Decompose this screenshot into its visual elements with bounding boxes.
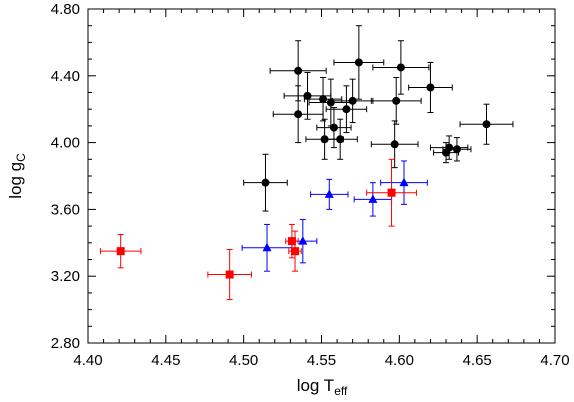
x-tick-label: 4.65 bbox=[463, 352, 492, 369]
x-axis-label-main: log T bbox=[297, 376, 335, 395]
series-square bbox=[99, 158, 417, 301]
x-tick-label: 4.40 bbox=[73, 352, 102, 369]
data-point bbox=[426, 83, 435, 92]
y-tick-label: 4.40 bbox=[51, 68, 80, 85]
data-point bbox=[348, 96, 357, 105]
data-point bbox=[287, 237, 296, 246]
y-tick-label: 2.80 bbox=[51, 335, 80, 352]
data-point bbox=[354, 58, 363, 67]
x-tick-label: 4.50 bbox=[229, 352, 258, 369]
x-axis-label-sub: eff bbox=[334, 384, 348, 398]
data-point bbox=[319, 95, 328, 104]
y-tick-label: 3.60 bbox=[51, 201, 80, 218]
data-point bbox=[452, 145, 461, 154]
data-point bbox=[298, 236, 308, 245]
x-tick-label: 4.55 bbox=[307, 352, 336, 369]
series-circle bbox=[243, 25, 514, 212]
x-tick-labels: 4.40 4.45 4.50 4.55 4.60 4.65 4.70 bbox=[73, 352, 569, 369]
data-point bbox=[116, 247, 125, 256]
series-triangle bbox=[241, 160, 428, 272]
data-point bbox=[225, 270, 234, 279]
data-point bbox=[262, 242, 272, 252]
y-axis-label: log gC bbox=[6, 153, 28, 199]
data-point bbox=[399, 177, 409, 187]
data-point bbox=[392, 96, 401, 105]
x-tick-label: 4.60 bbox=[385, 352, 414, 369]
y-tick-label: 4.00 bbox=[51, 135, 80, 152]
data-point bbox=[390, 140, 399, 149]
data-point bbox=[294, 110, 303, 119]
data-point bbox=[342, 105, 351, 114]
data-point bbox=[261, 178, 270, 187]
data-point bbox=[442, 148, 451, 157]
x-axis-label: log Teff bbox=[297, 376, 348, 398]
data-points bbox=[99, 25, 514, 301]
x-tick-label: 4.45 bbox=[151, 352, 180, 369]
data-point bbox=[368, 194, 378, 203]
data-point bbox=[324, 189, 334, 198]
plot-frame bbox=[87, 8, 556, 344]
data-point bbox=[396, 63, 405, 72]
y-tick-labels: 2.80 3.20 3.60 4.00 4.40 4.80 bbox=[51, 1, 80, 352]
data-point bbox=[294, 66, 303, 75]
data-point bbox=[326, 98, 335, 107]
data-point bbox=[336, 135, 345, 144]
y-axis-label-sub: C bbox=[14, 153, 28, 162]
axis-ticks bbox=[87, 8, 556, 344]
x-tick-label: 4.70 bbox=[540, 352, 569, 369]
data-point bbox=[387, 188, 396, 197]
data-point bbox=[291, 247, 300, 256]
y-tick-label: 4.80 bbox=[51, 1, 80, 18]
data-point bbox=[303, 91, 312, 100]
data-point bbox=[482, 120, 491, 129]
y-tick-label: 3.20 bbox=[51, 268, 80, 285]
y-axis-label-main: log g bbox=[6, 162, 25, 199]
data-point bbox=[329, 123, 338, 132]
